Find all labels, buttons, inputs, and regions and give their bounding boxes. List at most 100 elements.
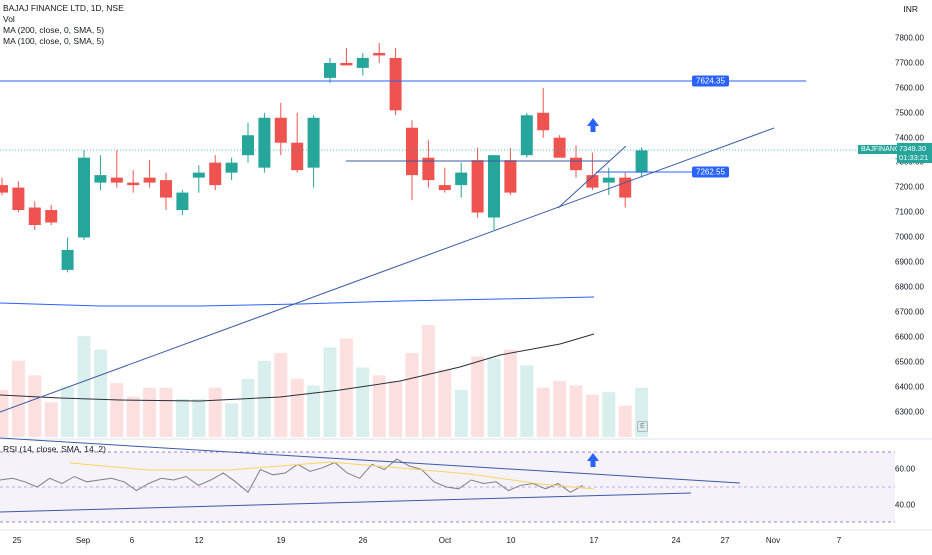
price-tick: 7100.00 xyxy=(895,207,924,217)
price-tick: 7600.00 xyxy=(895,83,924,93)
volume-legend[interactable]: Vol xyxy=(3,14,15,24)
date-tick: Nov xyxy=(765,536,781,545)
symbol-badge: BAJFINANCE xyxy=(858,145,908,154)
candle-body xyxy=(438,185,451,191)
price-tick: 7800.00 xyxy=(895,33,924,43)
rsi-ma-line xyxy=(69,461,595,490)
price-tick: 6900.00 xyxy=(895,257,924,267)
candle-body xyxy=(373,52,386,56)
volume-bar xyxy=(0,389,9,437)
candle-body xyxy=(471,160,484,213)
volume-bar xyxy=(503,349,517,437)
candle-body xyxy=(537,112,550,131)
volume-bar xyxy=(44,402,58,437)
volume-bar xyxy=(274,353,288,437)
up-arrow-icon xyxy=(587,118,599,132)
lower-level-label[interactable]: 7262.55 xyxy=(692,166,729,178)
volume-bar xyxy=(208,387,222,437)
date-tick: 19 xyxy=(276,536,286,545)
ma100-legend[interactable]: MA (100, close, 0, SMA, 5) xyxy=(3,36,105,46)
volume-bar xyxy=(77,336,91,437)
volume-bar xyxy=(618,405,632,437)
events-icon[interactable]: E xyxy=(637,421,648,432)
candle-body xyxy=(61,249,74,270)
candle-body xyxy=(143,177,156,183)
last-price: 7349.30 xyxy=(899,144,927,153)
volume-bar xyxy=(536,387,550,437)
candle-body xyxy=(94,175,107,183)
price-tick: 6300.00 xyxy=(895,407,924,417)
volume-bar xyxy=(487,358,501,437)
candle-body xyxy=(406,127,418,176)
date-tick: 25 xyxy=(12,536,22,545)
ma100-line xyxy=(0,296,595,307)
candle-body xyxy=(192,172,205,178)
candle-body xyxy=(504,160,517,193)
date-tick: 6 xyxy=(129,536,135,545)
rsi-tick: 40.00 xyxy=(895,500,916,510)
volume-bar xyxy=(471,356,485,437)
candle-body xyxy=(356,57,369,68)
date-tick: Oct xyxy=(438,536,452,545)
symbol-title[interactable]: BAJAJ FINANCE LTD, 1D, NSE xyxy=(3,3,124,13)
volume-bar xyxy=(159,387,173,437)
candle-body xyxy=(28,207,41,225)
rsi-line xyxy=(0,458,584,494)
date-tick: 12 xyxy=(194,536,204,545)
volume-bar xyxy=(241,378,255,437)
volume-bar xyxy=(602,392,616,437)
volume-bar xyxy=(61,386,75,437)
candle-body xyxy=(602,177,615,183)
volume-bar xyxy=(175,398,189,437)
candle-body xyxy=(258,117,271,168)
candle-body xyxy=(324,62,336,78)
rsi-down-trendline xyxy=(0,437,741,484)
volume-bar xyxy=(389,381,403,437)
date-tick: 10 xyxy=(506,536,516,545)
ma200-legend[interactable]: MA (200, close, 0, SMA, 5) xyxy=(3,25,105,35)
price-tick: 7200.00 xyxy=(895,182,924,192)
volume-bar xyxy=(257,360,271,437)
candle-body xyxy=(570,157,582,171)
volume-bar xyxy=(225,403,239,437)
volume-bar xyxy=(11,360,25,437)
candle-body xyxy=(422,157,435,181)
price-tick: 7400.00 xyxy=(895,133,924,143)
date-tick: 7 xyxy=(836,536,842,545)
last-price-badge: 7349.30 01:33:21 xyxy=(897,143,932,163)
candle-body xyxy=(0,185,8,193)
volume-bar xyxy=(569,385,583,437)
candle-body xyxy=(274,117,287,143)
candle-body xyxy=(307,117,320,168)
candle-body xyxy=(635,150,648,173)
candle-body xyxy=(12,187,25,211)
volume-bar xyxy=(553,381,567,437)
volume-bar xyxy=(323,347,337,437)
volume-bar xyxy=(405,353,419,437)
volume-bar xyxy=(454,389,468,437)
rsi-legend[interactable]: RSI (14, close, SMA, 14, 2) xyxy=(3,444,106,454)
candle-body xyxy=(160,180,172,198)
candle-body xyxy=(242,135,254,156)
volume-bar xyxy=(110,383,124,437)
candle-body xyxy=(619,177,632,198)
price-tick: 6400.00 xyxy=(895,382,924,392)
candle-body xyxy=(340,62,353,66)
candle-body xyxy=(176,192,189,211)
uptrend-line xyxy=(0,127,775,413)
date-tick: 24 xyxy=(671,536,681,545)
upper-level-label[interactable]: 7624.35 xyxy=(692,75,729,87)
price-tick: 7500.00 xyxy=(895,108,924,118)
bar-countdown: 01:33:21 xyxy=(899,153,929,162)
date-tick: Sep xyxy=(75,536,91,545)
candle-body xyxy=(488,155,500,218)
candle-body xyxy=(455,172,468,186)
volume-bar xyxy=(307,385,321,437)
price-axis[interactable]: 7800.00 7700.00 7600.00 7500.00 7400.00 … xyxy=(895,0,932,550)
volume-bar xyxy=(126,396,140,437)
candle-body xyxy=(291,142,304,171)
rsi-up-trendline xyxy=(0,492,692,513)
volume-bar xyxy=(143,387,157,437)
